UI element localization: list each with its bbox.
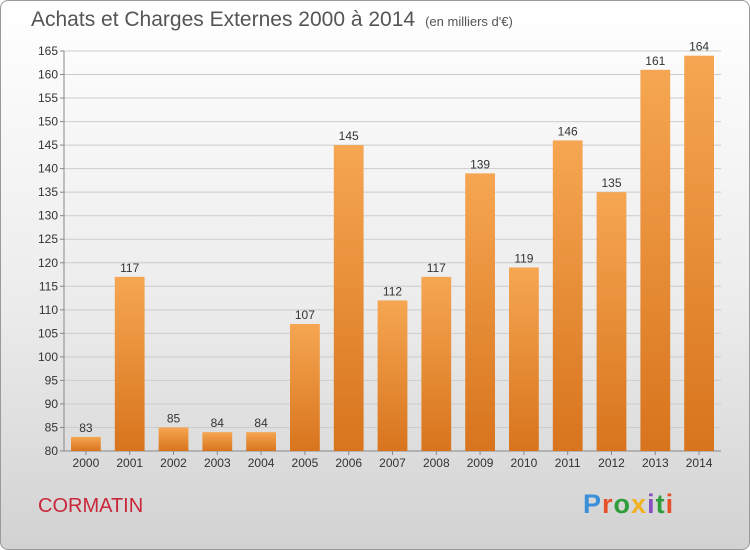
x-tick-label: 2000 <box>73 456 100 470</box>
bar-value-label: 117 <box>120 261 139 275</box>
y-tick-label: 135 <box>38 185 58 199</box>
y-tick-label: 160 <box>38 68 58 82</box>
labels: 80 85 90 95 100 105 110 115 120 125 130 135 140 145 15… <box>38 40 713 470</box>
bar-value-label: 117 <box>427 261 446 275</box>
y-tick-label: 165 <box>38 44 58 58</box>
bar-value-label: 161 <box>645 54 665 68</box>
bar <box>333 145 364 451</box>
bar <box>246 432 276 451</box>
bar-value-label: 107 <box>295 308 315 322</box>
logo-letter: i <box>665 489 675 519</box>
x-tick-label: 2006 <box>335 456 362 470</box>
bar-value-label: 112 <box>383 284 402 298</box>
chart-title: Achats et Charges Externes 2000 à 2014 (e… <box>31 8 513 32</box>
bar-value-label: 84 <box>211 416 225 430</box>
bar-value-label: 83 <box>79 421 93 435</box>
x-tick-label: 2007 <box>379 456 406 470</box>
y-tick-label: 150 <box>38 115 58 129</box>
x-tick-label: 2012 <box>598 456 625 470</box>
bar <box>202 432 233 451</box>
chart-title-text: Achats et Charges Externes 2000 à 2014 <box>31 8 416 31</box>
bar <box>596 192 627 452</box>
bar-value-label: 85 <box>167 411 181 425</box>
x-tick-label: 2003 <box>204 456 231 470</box>
y-tick-label: 110 <box>39 303 58 317</box>
y-tick-label: 100 <box>38 350 58 364</box>
y-tick-label: 125 <box>38 232 58 246</box>
bar <box>684 55 714 452</box>
logo-letter: x <box>631 489 648 519</box>
bars <box>71 55 714 452</box>
bar <box>421 276 452 451</box>
x-tick-label: 2010 <box>511 456 538 470</box>
bar-value-label: 119 <box>514 251 533 265</box>
y-tick-label: 130 <box>38 209 58 223</box>
logo-letter: t <box>655 489 666 519</box>
bar <box>290 323 320 451</box>
bar <box>465 173 495 451</box>
location-name: CORMATIN <box>38 495 144 517</box>
x-tick-label: 2005 <box>292 456 319 470</box>
x-tick-label: 2008 <box>423 456 450 470</box>
bar <box>114 276 145 451</box>
x-tick-label: 2002 <box>160 456 187 470</box>
y-tick-label: 105 <box>38 326 58 340</box>
bar <box>158 427 189 451</box>
x-tick-label: 2004 <box>248 456 275 470</box>
bar <box>509 267 539 451</box>
bar-value-label: 84 <box>254 416 268 430</box>
y-tick-label: 80 <box>45 444 59 458</box>
proxiti-logo: Proxiti <box>583 489 674 520</box>
y-tick-label: 155 <box>38 91 58 105</box>
logo-letter: P <box>583 489 603 519</box>
bar <box>552 140 583 452</box>
x-tick-label: 2001 <box>116 456 143 470</box>
bar-value-label: 139 <box>470 157 490 171</box>
y-tick-label: 120 <box>38 256 58 270</box>
y-tick-label: 95 <box>45 373 59 387</box>
x-tick-label: 2011 <box>555 456 581 470</box>
bar-value-label: 164 <box>689 40 709 54</box>
bar <box>640 69 671 451</box>
logo-letter: o <box>613 489 632 519</box>
y-tick-label: 140 <box>38 162 58 176</box>
logo-letter: i <box>647 489 656 519</box>
bar-value-label: 145 <box>339 129 359 143</box>
bar-value-label: 135 <box>601 176 621 190</box>
x-tick-label: 2009 <box>467 456 494 470</box>
y-tick-label: 145 <box>38 138 58 152</box>
bar <box>377 300 408 451</box>
y-tick-label: 90 <box>45 397 59 411</box>
logo-letter: r <box>602 489 614 519</box>
bar <box>71 436 101 451</box>
bar-value-label: 146 <box>558 124 578 138</box>
chart-subtitle: (en milliers d'€) <box>425 14 513 29</box>
y-tick-label: 115 <box>39 279 58 293</box>
x-tick-label: 2014 <box>686 456 713 470</box>
y-tick-label: 85 <box>45 420 59 434</box>
x-tick-label: 2013 <box>642 456 669 470</box>
